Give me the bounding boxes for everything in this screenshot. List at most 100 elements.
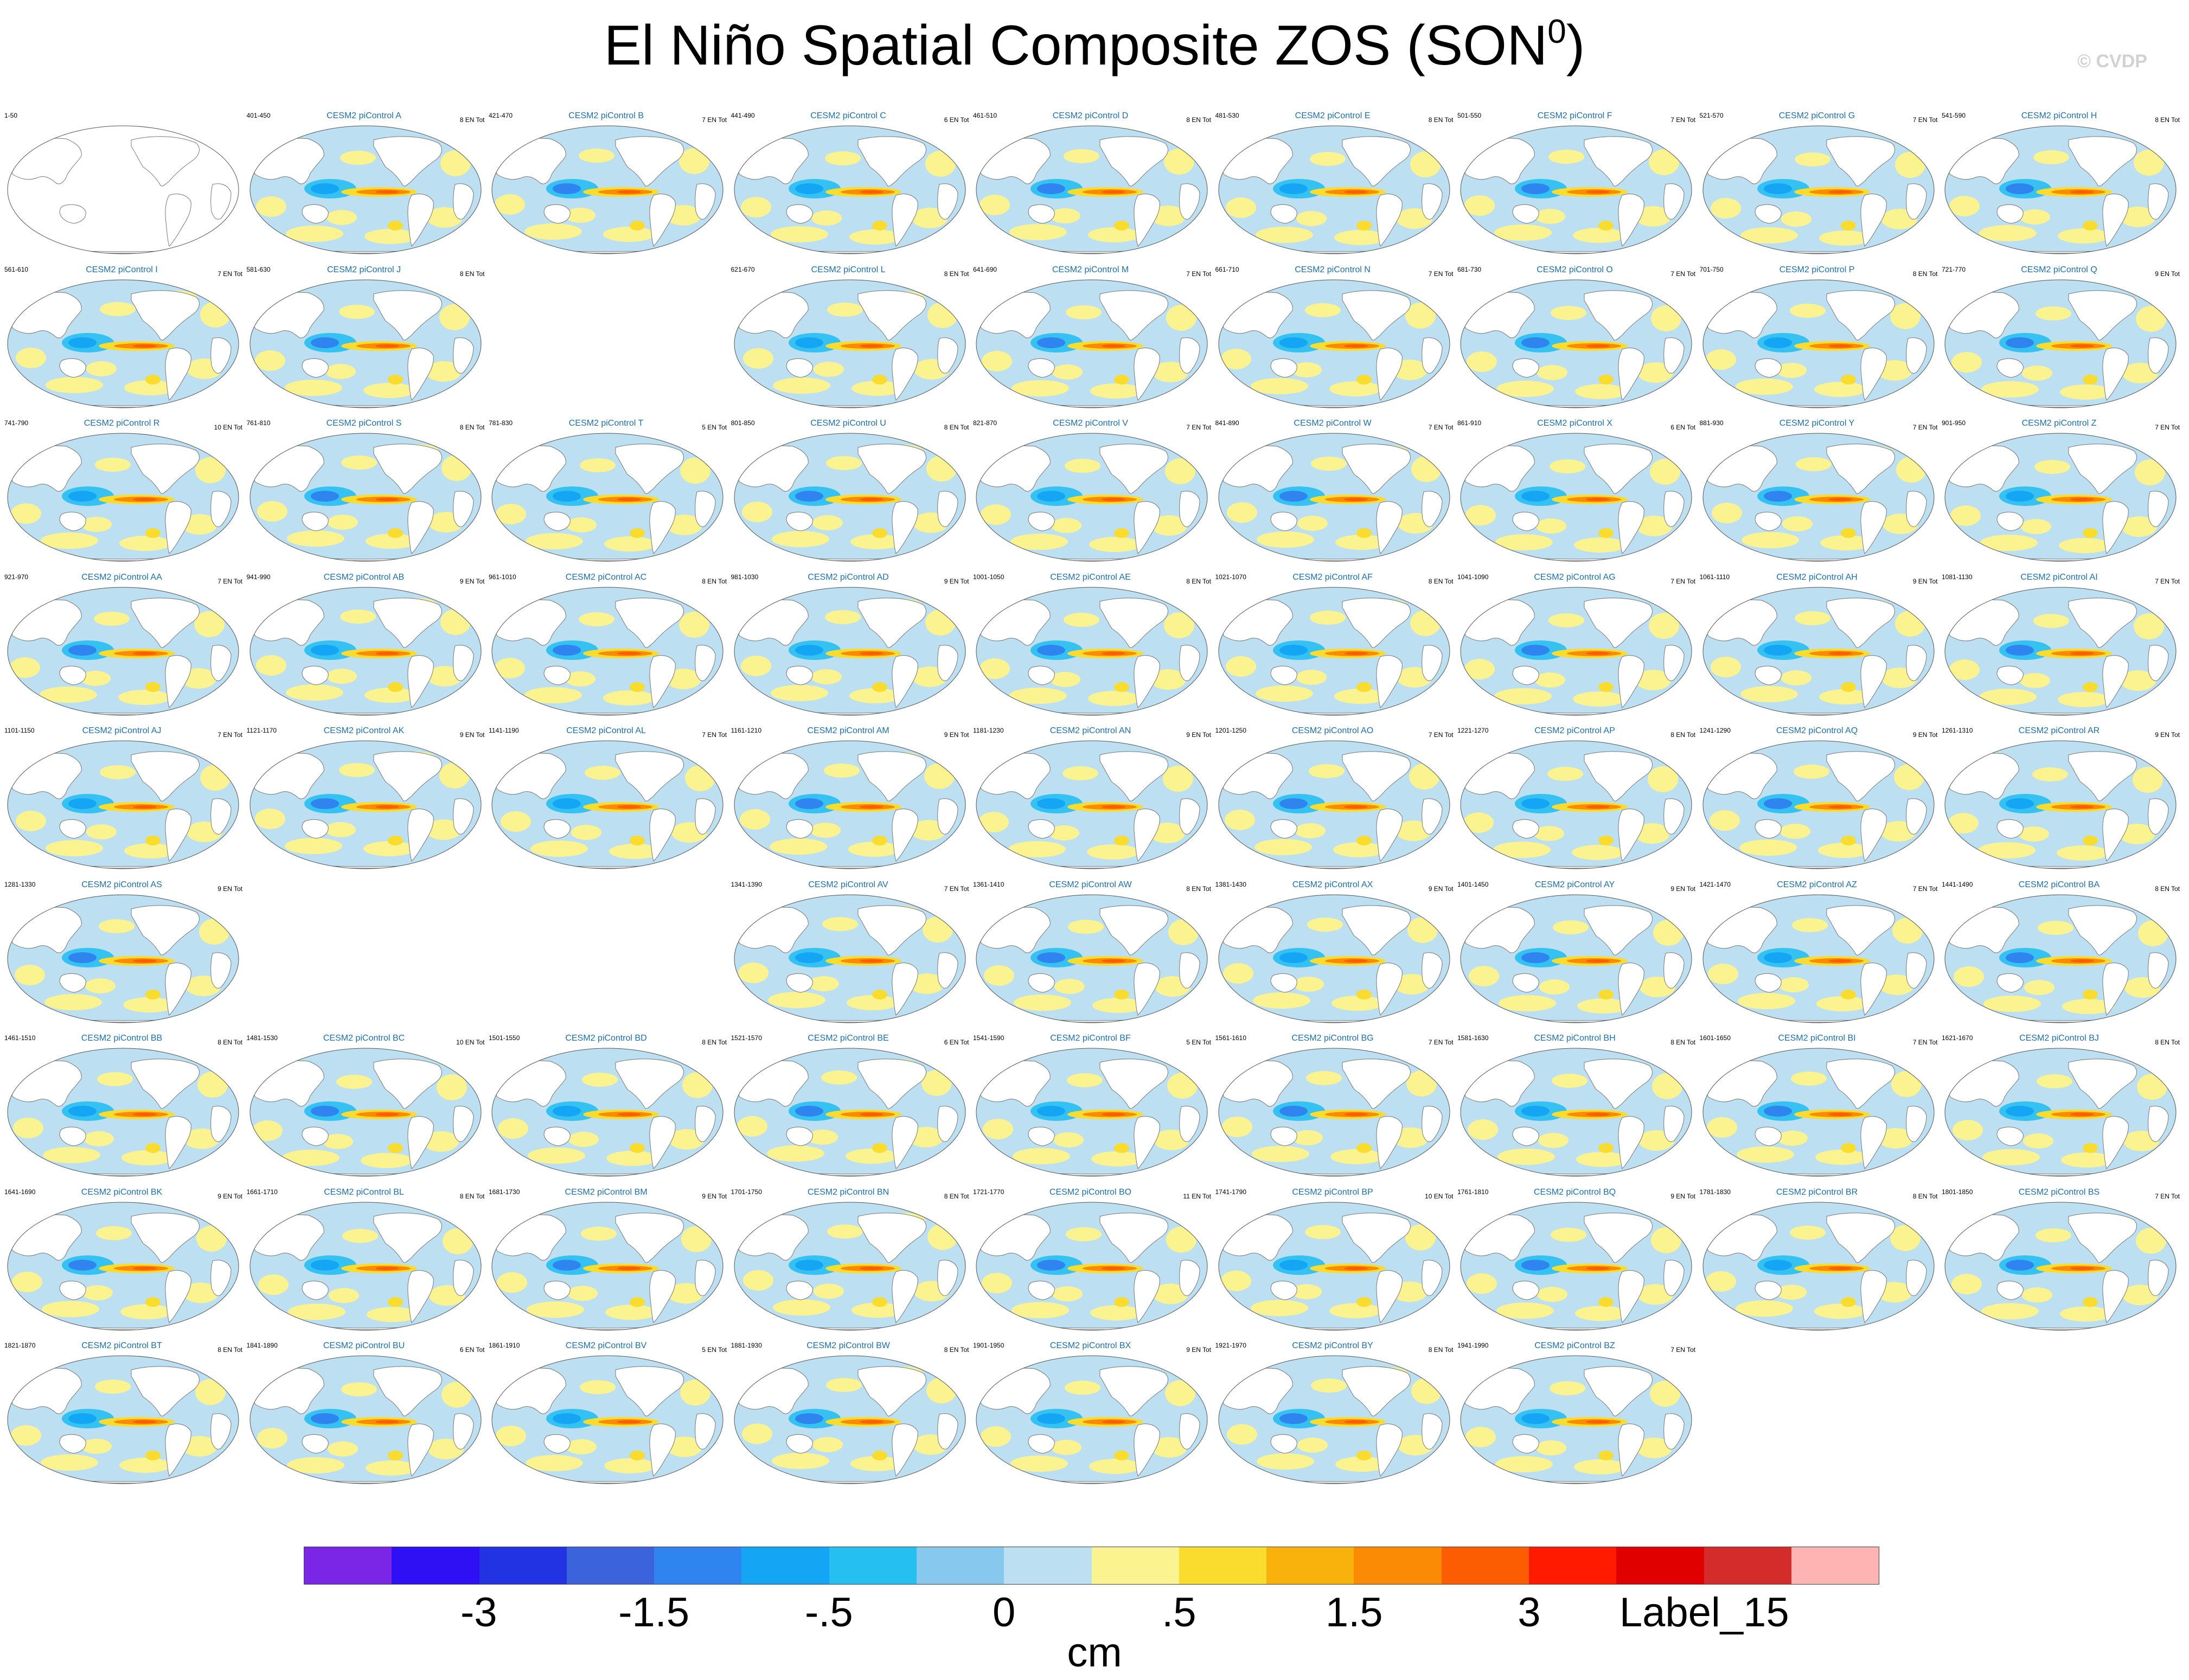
land-southAmerica [2102,809,2129,862]
panel-event-count: 9 EN Tot [1428,884,1454,893]
positive-anomaly-patch [1150,206,1186,226]
positive-anomaly-patch [425,819,462,840]
positive-anomaly-patch [1575,383,1627,399]
positive-anomaly-patch [848,842,900,857]
positive-anomaly-patch [772,1299,830,1316]
positive-anomaly-patch [1737,992,1795,1009]
positive-anomaly-patch [1226,1424,1257,1445]
positive-anomaly-patch [496,1426,526,1446]
land-greenland [442,1051,462,1064]
positive-anomaly-peak [2070,190,2094,194]
land-southAmerica [407,194,434,247]
positive-anomaly-patch [565,208,596,223]
composite-map [1702,1048,1935,1177]
colorbar-swatch [1004,1547,1092,1584]
panel-title: CESM2 piControl I [86,265,158,274]
map-outline [976,125,1208,254]
positive-anomaly-patch [287,1303,345,1320]
positive-anomaly-patch [365,1460,418,1476]
land-africa [1421,337,1443,374]
panel-event-count: 7 EN Tot [1428,1038,1454,1046]
positive-anomaly-patch [1495,1456,1553,1472]
positive-anomaly-patch [1331,995,1384,1011]
positive-anomaly-patch [1776,362,1807,378]
panel-event-count: 8 EN Tot [1186,577,1211,585]
land-australia [59,1434,86,1454]
composite-map [1702,1202,1935,1330]
negative-anomaly-core [1521,1259,1550,1271]
panel-title: CESM2 piControl AA [81,572,162,582]
composite-map [1218,740,1450,869]
land-greenland [1411,743,1431,756]
south-pacific-anomaly [872,989,887,999]
positive-anomaly-patch [1224,810,1255,830]
map-panel: 941-990 CESM2 piControl AB 9 EN Tot [244,570,485,723]
panel-years-label: 1161-1210 [731,727,762,734]
positive-anomaly-patch [846,995,899,1010]
land-greenland [1895,129,1915,142]
land-southAmerica [1134,1423,1160,1477]
land-northAmerica [1342,1059,1411,1109]
positive-anomaly-patch [982,350,1012,371]
panel-title: CESM2 piControl BY [1292,1341,1373,1350]
positive-anomaly-patch [1256,1453,1314,1470]
panel-title: CESM2 piControl AI [2020,572,2098,582]
panel-title: CESM2 piControl J [327,265,401,274]
positive-anomaly-peak [375,344,399,348]
positive-anomaly-patch [743,348,773,369]
positive-anomaly-patch [436,1074,467,1100]
south-pacific-anomaly [1598,1143,1614,1153]
positive-anomaly-patch [119,1458,171,1473]
positive-anomaly-peak [2070,1266,2094,1270]
map-panel: 1081-1130 CESM2 piControl AI 7 EN Tot [1938,570,2180,723]
positive-anomaly-patch [1165,1380,1195,1406]
land-southAmerica [2102,655,2129,708]
positive-anomaly-patch [366,1306,419,1322]
land-northAmerica [131,1366,200,1416]
composite-map [1218,1202,1450,1330]
land-africa [1905,337,1927,374]
positive-anomaly-patch [340,609,376,624]
panel-years-label: 401-450 [246,112,271,119]
negative-anomaly-core [1521,337,1550,348]
land-australia [1270,973,1297,993]
map-outline [7,1355,239,1484]
composite-map [249,1202,482,1330]
panel-years-label: 921-970 [4,573,29,581]
panel-title: CESM2 piControl AP [1534,726,1615,735]
land-greenland [442,743,462,756]
positive-anomaly-patch [526,533,583,549]
positive-anomaly-patch [827,1224,863,1239]
positive-anomaly-patch [1310,1378,1347,1393]
panel-years-label: 1121-1170 [246,727,277,734]
panel-title: CESM2 piControl BN [807,1187,889,1197]
panel-years-label: 841-890 [1215,419,1239,427]
map-outline [491,433,724,562]
land-africa [2148,337,2169,374]
land-australia [1754,358,1782,378]
positive-anomaly-patch [285,684,343,701]
panel-title: CESM2 piControl BB [81,1034,163,1043]
map-panel: 961-1010 CESM2 piControl AC 8 EN Tot [485,570,727,723]
positive-anomaly-patch [579,149,615,163]
positive-anomaly-patch [740,655,771,676]
positive-anomaly-patch [1468,1119,1498,1140]
land-greenland [2137,589,2157,602]
positive-anomaly-patch [1789,1225,1826,1240]
map-outline [7,433,239,562]
map-outline [491,1048,724,1177]
positive-anomaly-patch [2059,538,2111,553]
negative-anomaly-core [310,798,339,809]
positive-anomaly-peak [617,805,641,809]
land-greenland [200,897,220,910]
map-outline [491,1202,724,1330]
positive-anomaly-patch [123,997,175,1012]
land-southAmerica [891,347,918,401]
positive-anomaly-patch [16,347,46,368]
negative-anomaly-core [795,491,823,502]
land-australia [1028,973,1055,993]
map-outline [976,587,1208,715]
positive-anomaly-patch [1705,1271,1736,1292]
